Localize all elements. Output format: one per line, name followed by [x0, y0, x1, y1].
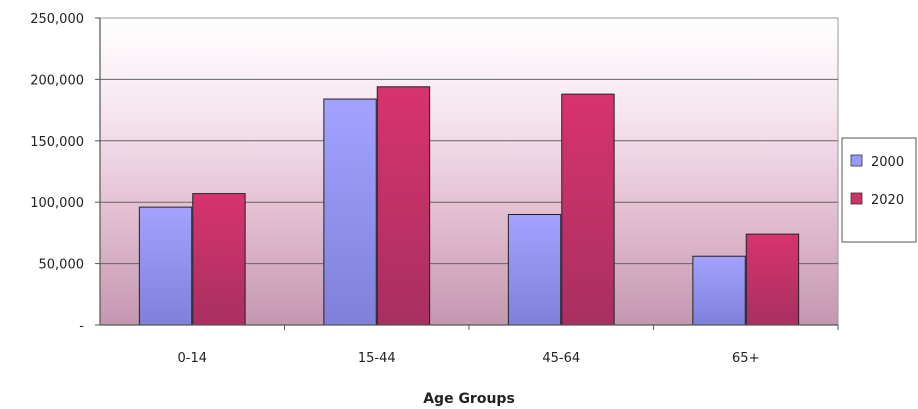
y-tick-label: -: [79, 319, 84, 334]
legend-label-2020: 2020: [871, 193, 904, 208]
x-tick-labels: 0-14 15-44 45-64 65+: [177, 325, 839, 366]
x-axis-title: Age Groups: [423, 391, 515, 407]
x-tick-label: 65+: [732, 351, 759, 366]
legend-box: [841, 137, 917, 243]
legend-label-2000: 2000: [871, 155, 904, 170]
x-tick-label: 0-14: [177, 351, 207, 366]
bar-2020-65+: [745, 233, 800, 326]
legend-swatch-2020: [850, 192, 863, 205]
bar-2020-45-64: [561, 93, 615, 326]
bar-2000-15-44: [323, 98, 377, 326]
y-tick-label: 50,000: [39, 258, 85, 273]
bar-2000-65+: [692, 255, 746, 326]
legend: 2000 2020: [841, 137, 917, 243]
legend-swatch-2000: [850, 154, 863, 167]
y-tick-labels: - 50,000 100,000 150,000 200,000 250,000: [30, 12, 100, 334]
x-tick-label: 15-44: [358, 351, 396, 366]
y-tick-label: 250,000: [30, 12, 84, 27]
x-tick-label: 45-64: [542, 351, 580, 366]
y-tick-label: 100,000: [30, 196, 84, 211]
bar-2000-45-64: [507, 213, 562, 326]
bar-2020-0-14: [192, 193, 246, 326]
bars: [138, 86, 800, 326]
y-tick-label: 150,000: [30, 135, 84, 150]
bar-2000-0-14: [138, 206, 193, 326]
bar-2020-15-44: [376, 86, 431, 326]
y-tick-label: 200,000: [30, 73, 84, 88]
